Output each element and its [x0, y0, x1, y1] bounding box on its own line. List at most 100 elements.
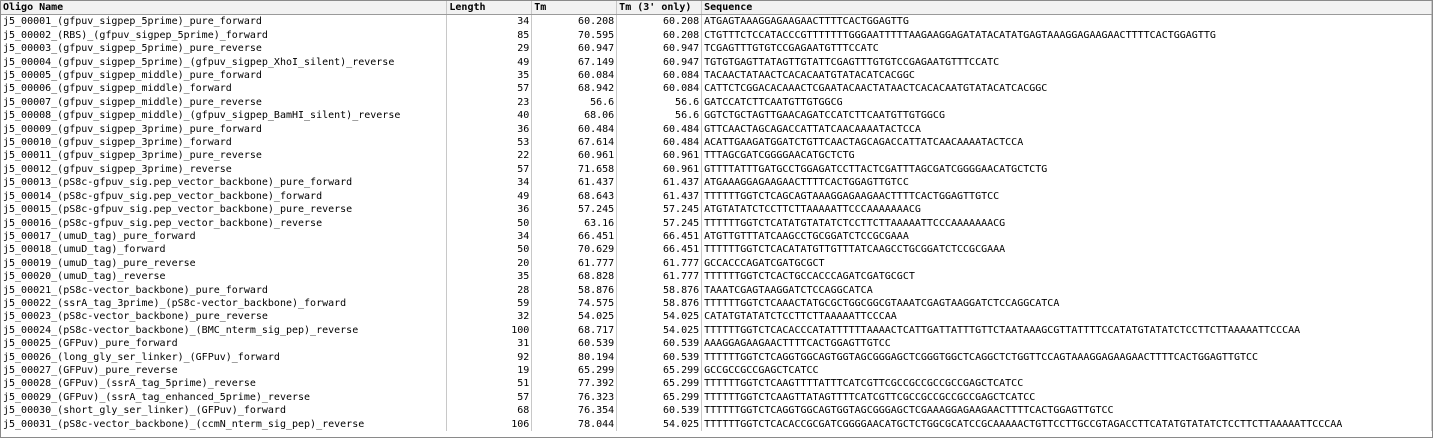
length-cell: 106 — [446, 417, 533, 431]
table-row[interactable]: j5_00022_(ssrA_tag_3prime)_(pS8c-vector_… — [1, 296, 1432, 311]
table-row[interactable]: j5_00018_(umuD_tag)_forward 50 70.629 66.45… — [1, 243, 1432, 257]
oligo-name-cell: j5_00003_(gfpuv_sigpep_5prime)_pure_reve… — [1, 42, 448, 56]
tm-cell: 77.392 — [531, 377, 618, 391]
column-header-oligo-name[interactable]: Oligo Name — [1, 1, 448, 16]
table-row[interactable]: j5_00025_(GFPuv)_pure_forward 31 60.539 60.… — [1, 337, 1432, 351]
length-cell: 57 — [446, 162, 533, 177]
sequence-cell: TTTAGCGATCGGGGAACATGCTCTG — [701, 149, 1432, 163]
length-cell: 31 — [446, 337, 533, 351]
table-row[interactable]: j5_00001_(gfpuv_sigpep_5prime)_pure_forw… — [1, 14, 1432, 29]
length-cell: 36 — [446, 122, 533, 137]
tm-cell: 70.595 — [531, 28, 618, 43]
oligo-name-cell: j5_00001_(gfpuv_sigpep_5prime)_pure_forw… — [1, 14, 448, 29]
table-row[interactable]: j5_00023_(pS8c-vector_backbone)_pure_rev… — [1, 310, 1432, 324]
oligo-name-cell: j5_00007_(gfpuv_sigpep_middle)_pure_reve… — [1, 95, 448, 110]
tm-cell: 76.354 — [531, 404, 618, 418]
length-cell: 53 — [446, 136, 533, 150]
table-row[interactable]: j5_00030_(short_gly_ser_linker)_(GFPuv)_… — [1, 404, 1432, 418]
tm-cell: 80.194 — [531, 350, 618, 364]
table-row[interactable]: j5_00008_(gfpuv_sigpep_middle)_(gfpuv_si… — [1, 109, 1432, 123]
sequence-cell: GTTTTATTTGATGCCTGGAGATCCTTACTCGATTTAGCGA… — [701, 162, 1432, 177]
table-row[interactable]: j5_00017_(umuD_tag)_pure_forward 34 66.451… — [1, 229, 1432, 244]
sequence-cell: ATGAGTAAAGGAGAAGAACTTTTCACTGGAGTTG — [701, 14, 1432, 29]
table-row[interactable]: j5_00002_(RBS)_(gfpuv_sigpep_5prime)_for… — [1, 28, 1432, 43]
length-cell: 51 — [446, 377, 533, 391]
tm-3-only-cell: 60.484 — [616, 122, 703, 137]
oligo-name-cell: j5_00023_(pS8c-vector_backbone)_pure_rev… — [1, 310, 448, 324]
oligo-name-cell: j5_00030_(short_gly_ser_linker)_(GFPuv)_… — [1, 404, 448, 418]
table-row[interactable]: j5_00016_(pS8c-gfpuv_sig.pep_vector_back… — [1, 216, 1432, 230]
tm-cell: 67.149 — [531, 55, 618, 70]
sequence-cell: TTTTTTGGTCTCAAGTTATAGTTTTCATCGTTCGCCGCCG… — [701, 390, 1432, 405]
table-row[interactable]: j5_00020_(umuD_tag)_reverse 35 68.828 61.77… — [1, 270, 1432, 284]
table-row[interactable]: j5_00019_(umuD_tag)_pure_reverse 20 61.777… — [1, 256, 1432, 271]
oligo-name-cell: j5_00014_(pS8c-gfpuv_sig.pep_vector_back… — [1, 189, 448, 204]
tm-3-only-cell: 60.208 — [616, 28, 703, 43]
table-row[interactable]: j5_00013_(pS8c-gfpuv_sig.pep_vector_back… — [1, 176, 1432, 190]
sequence-cell: TTTTTTGGTCTCAAGTTTTATTTCATCGTTCGCCGCCGCC… — [701, 377, 1432, 391]
tm-cell: 58.876 — [531, 283, 618, 297]
table-row[interactable]: j5_00031_(pS8c-vector_backbone)_(ccmN_nt… — [1, 417, 1432, 431]
table-row[interactable]: j5_00027_(GFPuv)_pure_reverse 19 65.299 65.… — [1, 363, 1432, 378]
sequence-cell: TTTTTTGGTCTCACACCGCGATCGGGGAACATGCTCTGGC… — [701, 417, 1432, 431]
table-row[interactable]: j5_00006_(gfpuv_sigpep_middle)_forward 57… — [1, 82, 1432, 96]
tm-3-only-cell: 60.961 — [616, 162, 703, 177]
oligo-name-cell: j5_00020_(umuD_tag)_reverse — [1, 270, 448, 284]
tm-3-only-cell: 60.084 — [616, 69, 703, 83]
sequence-cell: TTTTTTGGTCTCACATATGTTGTTTATCAAGCCTGCGGAT… — [701, 243, 1432, 257]
length-cell: 49 — [446, 55, 533, 70]
tm-3-only-cell: 60.084 — [616, 82, 703, 96]
table-row[interactable]: j5_00009_(gfpuv_sigpep_3prime)_pure_forw… — [1, 122, 1432, 137]
table-row[interactable]: j5_00010_(gfpuv_sigpep_3prime)_forward 53… — [1, 136, 1432, 150]
table-row[interactable]: j5_00028_(GFPuv)_(ssrA_tag_5prime)_rever… — [1, 377, 1432, 391]
oligo-name-cell: j5_00015_(pS8c-gfpuv_sig.pep_vector_back… — [1, 203, 448, 217]
sequence-cell: TAAATCGAGTAAGGATCTCCAGGCATCA — [701, 283, 1432, 297]
table-row[interactable]: j5_00012_(gfpuv_sigpep_3prime)_reverse 57… — [1, 162, 1432, 177]
length-cell: 22 — [446, 149, 533, 163]
oligo-name-cell: j5_00012_(gfpuv_sigpep_3prime)_reverse — [1, 162, 448, 177]
oligo-name-cell: j5_00019_(umuD_tag)_pure_reverse — [1, 256, 448, 271]
tm-cell: 71.658 — [531, 162, 618, 177]
tm-3-only-cell: 65.299 — [616, 363, 703, 378]
column-header-length[interactable]: Length — [446, 1, 533, 16]
tm-3-only-cell: 65.299 — [616, 377, 703, 391]
table-row[interactable]: j5_00015_(pS8c-gfpuv_sig.pep_vector_back… — [1, 203, 1432, 217]
tm-3-only-cell: 60.961 — [616, 149, 703, 163]
sequence-cell: TTTTTTGGTCTCAAACTATGCGCTGGCGGCGTAAATCGAG… — [701, 296, 1432, 311]
tm-cell: 60.539 — [531, 337, 618, 351]
oligo-name-cell: j5_00004_(gfpuv_sigpep_5prime)_(gfpuv_si… — [1, 55, 448, 70]
oligo-name-cell: j5_00013_(pS8c-gfpuv_sig.pep_vector_back… — [1, 176, 448, 190]
sequence-cell: TGTGTGAGTTATAGTTGTATTCGAGTTTGTGTCCGAGAAT… — [701, 55, 1432, 70]
tm-3-only-cell: 56.6 — [616, 109, 703, 123]
sequence-cell: GCCGCCGCCGAGCTCATCC — [701, 363, 1432, 378]
length-cell: 23 — [446, 95, 533, 110]
oligo-name-cell: j5_00029_(GFPuv)_(ssrA_tag_enhanced_5pri… — [1, 390, 448, 405]
table-row[interactable]: j5_00007_(gfpuv_sigpep_middle)_pure_reve… — [1, 95, 1432, 110]
table-row[interactable]: j5_00011_(gfpuv_sigpep_3prime)_pure_reve… — [1, 149, 1432, 163]
column-header-tm-3-only[interactable]: Tm (3' only) — [616, 1, 703, 16]
column-header-sequence[interactable]: Sequence — [701, 1, 1432, 16]
sequence-cell: TTTTTTGGTCTCAGGTGGCAGTGGTAGCGGGAGCTCGAAA… — [701, 404, 1432, 418]
length-cell: 50 — [446, 216, 533, 230]
sequence-cell: GCCACCCAGATCGATGCGCT — [701, 256, 1432, 271]
table-row[interactable]: j5_00024_(pS8c-vector_backbone)_(BMC_nte… — [1, 323, 1432, 338]
tm-cell: 65.299 — [531, 363, 618, 378]
table-row[interactable]: j5_00014_(pS8c-gfpuv_sig.pep_vector_back… — [1, 189, 1432, 204]
table-row[interactable]: j5_00029_(GFPuv)_(ssrA_tag_enhanced_5pri… — [1, 390, 1432, 405]
sequence-cell: GGTCTGCTAGTTGAACAGATCCATCTTCAATGTTGTGGCG — [701, 109, 1432, 123]
sequence-cell: ACATTGAAGATGGATCTGTTCAACTAGCAGACCATTATCA… — [701, 136, 1432, 150]
tm-cell: 61.777 — [531, 256, 618, 271]
table-row[interactable]: j5_00021_(pS8c-vector_backbone)_pure_for… — [1, 283, 1432, 297]
sequence-cell: TTTTTTGGTCTCAGCAGTAAAGGAGAAGAACTTTTCACTG… — [701, 189, 1432, 204]
tm-3-only-cell: 66.451 — [616, 243, 703, 257]
tm-cell: 54.025 — [531, 310, 618, 324]
table-row[interactable]: j5_00026_(long_gly_ser_linker)_(GFPuv)_f… — [1, 350, 1432, 364]
table-row[interactable]: j5_00003_(gfpuv_sigpep_5prime)_pure_reve… — [1, 42, 1432, 56]
oligo-name-cell: j5_00002_(RBS)_(gfpuv_sigpep_5prime)_for… — [1, 28, 448, 43]
length-cell: 49 — [446, 189, 533, 204]
tm-cell: 70.629 — [531, 243, 618, 257]
table-row[interactable]: j5_00004_(gfpuv_sigpep_5prime)_(gfpuv_si… — [1, 55, 1432, 70]
table-row[interactable]: j5_00005_(gfpuv_sigpep_middle)_pure_forw… — [1, 69, 1432, 83]
column-header-tm[interactable]: Tm — [531, 1, 618, 16]
tm-3-only-cell: 57.245 — [616, 203, 703, 217]
